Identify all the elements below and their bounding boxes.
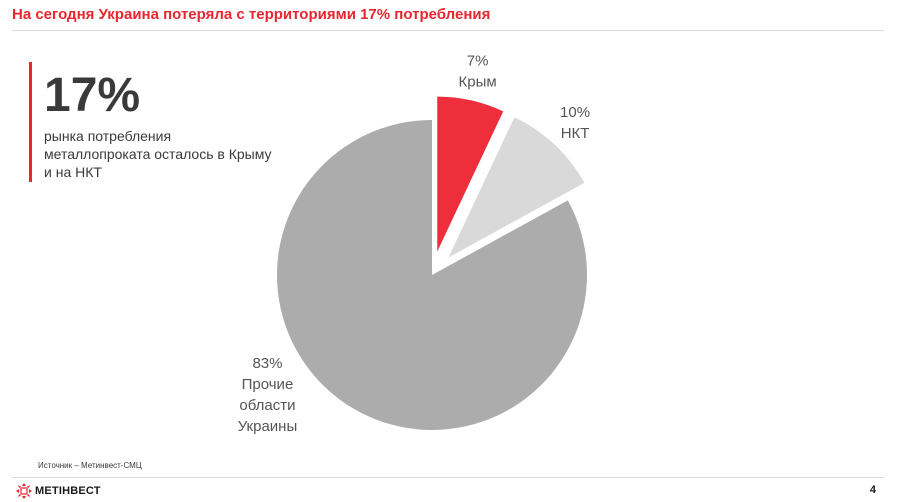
slice-label-3: 83% Прочие области Украины bbox=[238, 355, 298, 435]
pie-slice-3 bbox=[276, 120, 587, 430]
slice-label-2: 10% НКТ bbox=[560, 104, 590, 142]
key-figure-callout: 17% рынка потребления металлопроката ост… bbox=[29, 62, 282, 182]
slice-label-1: 7% Крым bbox=[458, 53, 496, 91]
source-note: Источник – Метинвест-СМЦ bbox=[38, 461, 142, 470]
footer-divider bbox=[12, 477, 884, 478]
company-logo: МЕТІНВЕСТ bbox=[16, 483, 101, 499]
logo-mark-icon bbox=[16, 483, 32, 499]
pie-slice-2 bbox=[448, 117, 585, 258]
slide-title: На сегодня Украина потеряла с территория… bbox=[12, 6, 491, 23]
page-number: 4 bbox=[869, 484, 876, 496]
key-figure-description: рынка потребления металлопроката осталос… bbox=[44, 128, 272, 180]
logo-text: МЕТІНВЕСТ bbox=[35, 485, 101, 497]
title-divider bbox=[12, 30, 884, 31]
pie-slice-1 bbox=[437, 96, 504, 252]
key-figure-value: 17% bbox=[44, 69, 141, 122]
